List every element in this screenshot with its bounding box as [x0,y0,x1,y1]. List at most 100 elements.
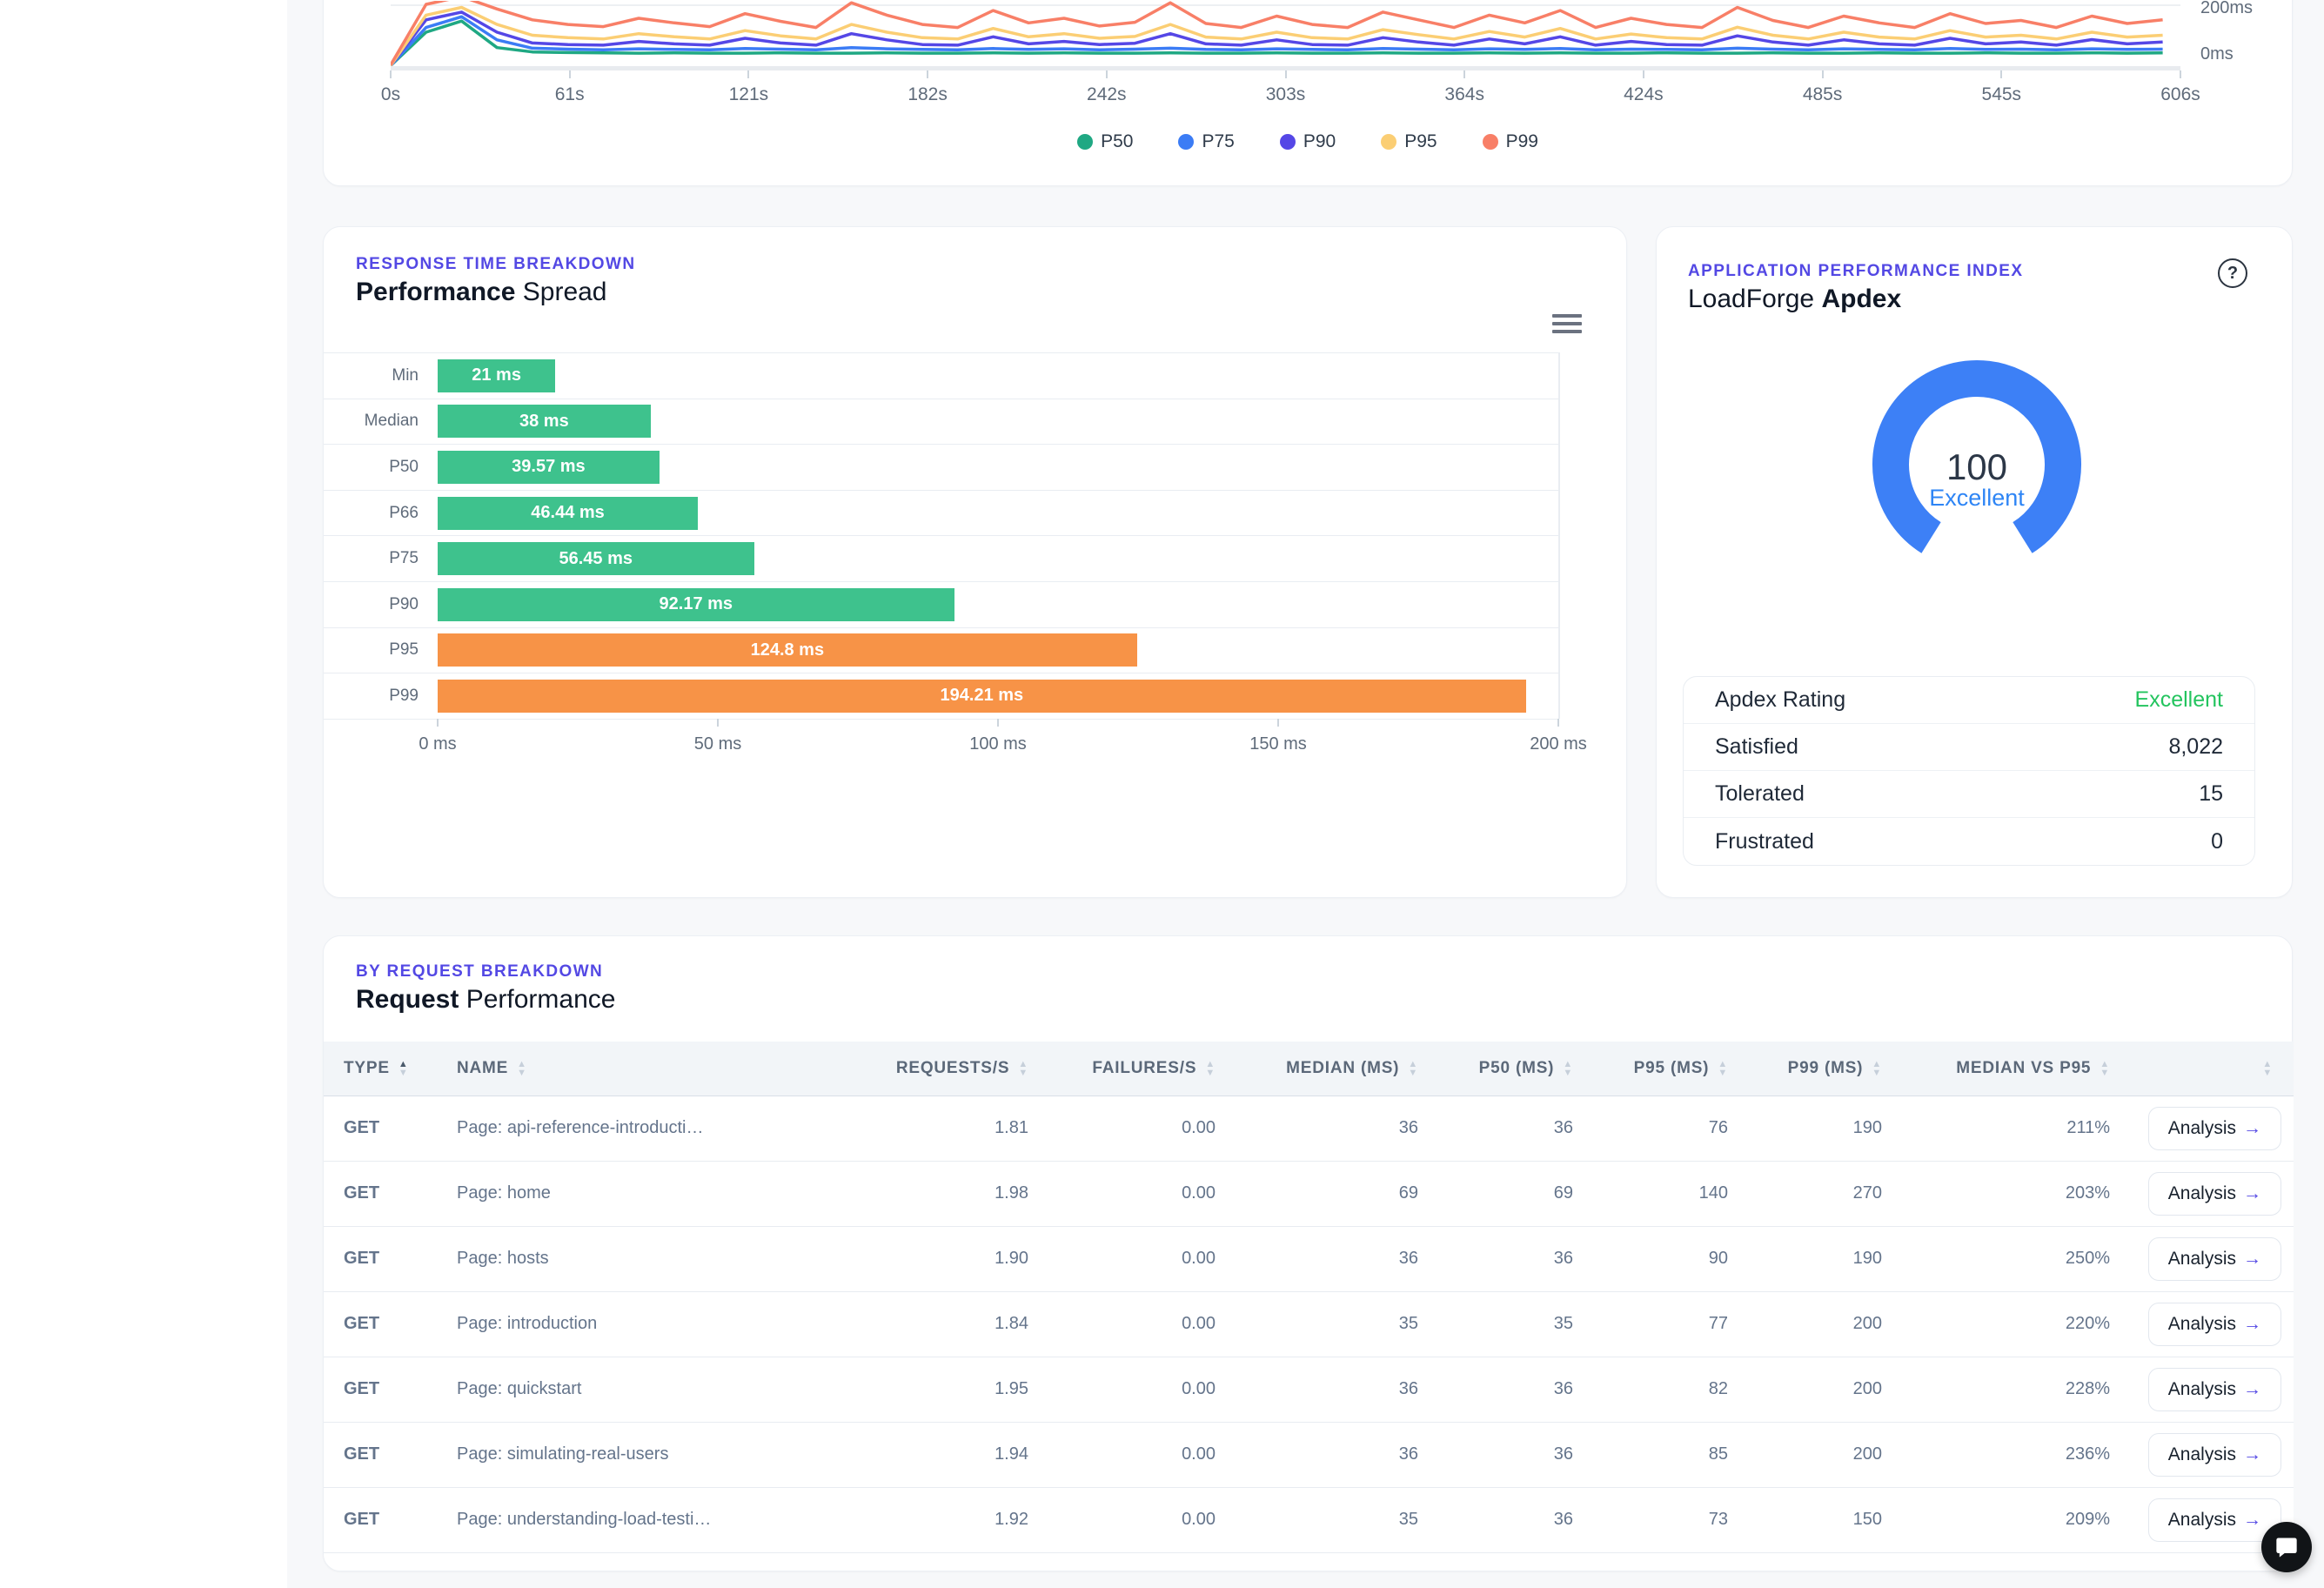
legend-item-p50[interactable]: P50 [1077,131,1133,152]
analysis-button[interactable]: Analysis→ [2148,1368,2281,1411]
legend-item-p95[interactable]: P95 [1381,131,1437,152]
bar-x-tick-label: 150 ms [1230,734,1326,754]
title-rest: Spread [515,278,606,306]
table-row: GETPage: home1.980.006969140270203%Analy… [324,1161,2294,1226]
cell-p95-ms: 73 [1591,1487,1745,1552]
bar-category-label: P66 [324,504,438,523]
legend-item-p75[interactable]: P75 [1178,131,1234,152]
sidebar [0,0,287,1588]
column-label: P99 (ms) [1788,1059,1864,1078]
legend-label: P99 [1506,131,1538,152]
column-label: Requests/s [896,1059,1009,1078]
column-label: Median vs P95 [1956,1059,2091,1078]
cell-name: Page: introduction [436,1291,828,1357]
apdex-row-satisfied: Satisfied8,022 [1684,724,2254,771]
cell-median-vs-p95: 236% [1899,1422,2122,1487]
cell-actions: Analysis→ [2122,1161,2294,1226]
cell-actions: Analysis→ [2122,1226,2294,1291]
chat-widget-button[interactable] [2261,1522,2312,1572]
bar-category-label: P75 [324,549,438,568]
legend-item-p90[interactable]: P90 [1280,131,1336,152]
cell-name: Page: understanding-load-testi… [436,1487,828,1552]
cell-type: GET [324,1291,436,1357]
cell-failures-per-s: 0.00 [1046,1291,1233,1357]
line-chart-plot[interactable] [391,1,2180,70]
cell-median-ms: 35 [1233,1487,1436,1552]
legend-item-p99[interactable]: P99 [1483,131,1538,152]
x-tick-mark [747,70,749,78]
cell-p50-ms: 36 [1436,1226,1591,1291]
chart-menu-icon[interactable] [1552,311,1582,337]
title-bold: Apdex [1821,285,1901,313]
analysis-button[interactable]: Analysis→ [2148,1303,2281,1346]
x-tick-label: 182s [888,84,967,105]
column-header-p50-ms-[interactable]: P50 (ms)▲▼ [1436,1042,1591,1096]
column-label: Name [457,1059,508,1078]
cell-failures-per-s: 0.00 [1046,1487,1233,1552]
analysis-button[interactable]: Analysis→ [2148,1172,2281,1216]
cell-name: Page: quickstart [436,1357,828,1422]
x-tick-label: 0s [352,84,430,105]
analysis-button-label: Analysis [2168,1314,2236,1335]
bar: 39.57 ms [438,451,660,484]
apdex-row-value: Excellent [2135,687,2223,713]
y-axis-label-200ms: 200ms [2200,0,2296,18]
column-header-requests-s[interactable]: Requests/s▲▼ [828,1042,1046,1096]
x-tick-label: 545s [1962,84,2040,105]
apdex-row-apdex-rating: Apdex RatingExcellent [1684,677,2254,724]
sort-icon: ▲▼ [1563,1060,1573,1077]
apdex-summary-table: Apdex RatingExcellentSatisfied8,022Toler… [1683,676,2255,866]
cell-name: Page: home [436,1161,828,1226]
x-tick-mark [1106,70,1108,78]
x-tick-mark [1643,70,1644,78]
cell-requests-per-s: 1.81 [828,1096,1046,1161]
help-icon[interactable]: ? [2218,258,2247,288]
cell-p95-ms: 85 [1591,1422,1745,1487]
cell-median-ms: 36 [1233,1357,1436,1422]
column-header-p95-ms-[interactable]: P95 (ms)▲▼ [1591,1042,1745,1096]
cell-requests-per-s: 1.94 [828,1422,1046,1487]
chat-bubble-icon [2274,1535,2299,1559]
table-row: GETPage: quickstart1.950.00363682200228%… [324,1357,2294,1422]
apdex-row-frustrated: Frustrated0 [1684,818,2254,865]
cell-p50-ms: 36 [1436,1096,1591,1161]
cell-p99-ms: 200 [1745,1357,1899,1422]
table-row: GETPage: hosts1.900.00363690190250%Analy… [324,1226,2294,1291]
column-header-median-ms-[interactable]: Median (ms)▲▼ [1233,1042,1436,1096]
cell-median-vs-p95: 211% [1899,1096,2122,1161]
x-tick-mark [927,70,928,78]
apdex-row-value: 8,022 [2168,734,2223,760]
column-header-name[interactable]: Name▲▼ [436,1042,828,1096]
legend-label: P95 [1404,131,1437,152]
analysis-button[interactable]: Analysis→ [2148,1498,2281,1542]
cell-p99-ms: 200 [1745,1422,1899,1487]
bar: 124.8 ms [438,633,1137,667]
cell-name: Page: api-reference-introducti… [436,1096,828,1161]
column-label: Median (ms) [1286,1059,1399,1078]
legend-dot [1077,134,1093,150]
analysis-button[interactable]: Analysis→ [2148,1237,2281,1281]
cell-median-ms: 35 [1233,1291,1436,1357]
cell-p95-ms: 77 [1591,1291,1745,1357]
bar-value-label: 39.57 ms [512,457,586,477]
card-title: LoadForge Apdex [1688,285,1901,314]
analysis-button[interactable]: Analysis→ [2148,1107,2281,1150]
analysis-button[interactable]: Analysis→ [2148,1433,2281,1477]
cell-median-ms: 69 [1233,1161,1436,1226]
cell-p50-ms: 36 [1436,1487,1591,1552]
cell-p50-ms: 36 [1436,1357,1591,1422]
column-header-actions[interactable]: ▲▼ [2122,1042,2294,1096]
x-tick-label: 242s [1068,84,1146,105]
column-header-failures-s[interactable]: Failures/s▲▼ [1046,1042,1233,1096]
apdex-row-value: 15 [2199,781,2223,807]
cell-failures-per-s: 0.00 [1046,1422,1233,1487]
column-header-median-vs-p95[interactable]: Median vs P95▲▼ [1899,1042,2122,1096]
bar-value-label: 46.44 ms [531,503,605,523]
title-bold: Performance [356,278,515,306]
column-header-type[interactable]: Type▲▼ [324,1042,436,1096]
column-header-p99-ms-[interactable]: P99 (ms)▲▼ [1745,1042,1899,1096]
table-row: GETPage: introduction1.840.0035357720022… [324,1291,2294,1357]
cell-actions: Analysis→ [2122,1291,2294,1357]
cell-name: Page: hosts [436,1226,828,1291]
cell-name: Page: simulating-real-users [436,1422,828,1487]
